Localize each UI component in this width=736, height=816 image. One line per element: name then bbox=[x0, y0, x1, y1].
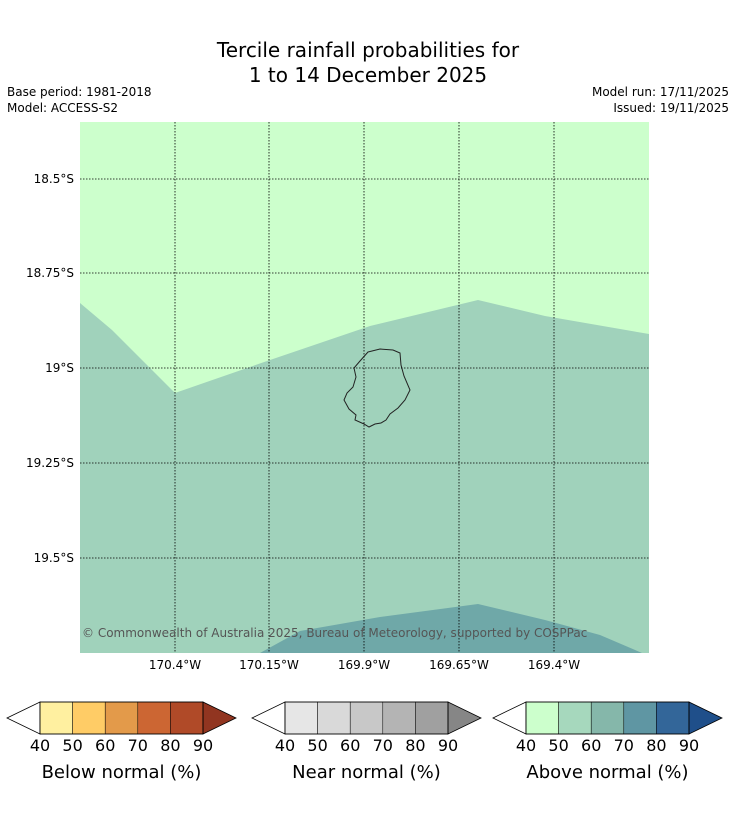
colorbar-tick-label: 70 bbox=[128, 736, 148, 755]
lon-label: 169.9°W bbox=[338, 658, 390, 672]
island-outline bbox=[343, 348, 411, 428]
colorbar-tick-label: 50 bbox=[307, 736, 327, 755]
colorbar-tick-label: 80 bbox=[405, 736, 425, 755]
lat-label: 18.5°S bbox=[34, 172, 74, 186]
colorbar-tick-label: 40 bbox=[30, 736, 50, 755]
colorbar-extend-low bbox=[492, 701, 527, 735]
colorbar-segment bbox=[382, 701, 416, 735]
lat-label: 19.5°S bbox=[34, 551, 74, 565]
colorbar-extend-high bbox=[447, 701, 482, 735]
lat-label: 19°S bbox=[45, 361, 74, 375]
model-name: Model: ACCESS-S2 bbox=[7, 101, 119, 115]
colorbar-segment bbox=[558, 701, 592, 735]
colorbar-segment bbox=[170, 701, 204, 735]
colorbar-extend-low bbox=[251, 701, 286, 735]
colorbar-tick-label: 60 bbox=[581, 736, 601, 755]
colorbar-extend-high bbox=[202, 701, 237, 735]
colorbar-segment bbox=[39, 701, 73, 735]
colorbar-tick-label: 40 bbox=[516, 736, 536, 755]
colorbar-segment bbox=[72, 701, 106, 735]
copyright-text: © Commonwealth of Australia 2025, Bureau… bbox=[82, 626, 587, 640]
colorbar-tick-label: 70 bbox=[614, 736, 634, 755]
colorbar-tick-label: 90 bbox=[193, 736, 213, 755]
colorbar-tick-label: 60 bbox=[340, 736, 360, 755]
colorbar-segment bbox=[525, 701, 559, 735]
colorbar-frame bbox=[525, 701, 690, 735]
colorbar-segment bbox=[349, 701, 384, 735]
colorbar-frame bbox=[284, 701, 449, 735]
colorbar-segment bbox=[415, 701, 449, 735]
lon-label: 169.65°W bbox=[429, 658, 489, 672]
legend-near: 40 50 60 70 80 90 Near normal (%) bbox=[251, 701, 482, 783]
map-area bbox=[80, 122, 649, 653]
colorbar-tick-label: 40 bbox=[275, 736, 295, 755]
lon-label: 170.4°W bbox=[149, 658, 201, 672]
title-line-2: 1 to 14 December 2025 bbox=[248, 63, 488, 87]
meta-left: Base period: 1981-2018 Model: ACCESS-S2 bbox=[7, 84, 152, 116]
colorbar-segment bbox=[284, 701, 318, 735]
colorbar-segment bbox=[317, 701, 351, 735]
lat-label: 19.25°S bbox=[26, 456, 74, 470]
latitude-labels: 18.5°S 18.75°S 19°S 19.25°S 19.5°S bbox=[26, 172, 74, 565]
title-line-1: Tercile rainfall probabilities for bbox=[216, 38, 520, 62]
colorbar-segment bbox=[590, 701, 625, 735]
colorbar-tick-label: 90 bbox=[679, 736, 699, 755]
colorbar-title: Below normal (%) bbox=[42, 762, 202, 783]
chart-title: Tercile rainfall probabilities for 1 to … bbox=[0, 38, 736, 88]
colorbar-extend-high bbox=[688, 701, 723, 735]
colorbar-frame bbox=[39, 701, 204, 735]
legend-above: 40 50 60 70 80 90 Above normal (%) bbox=[492, 701, 723, 783]
colorbar-tick-label: 80 bbox=[160, 736, 180, 755]
lon-label: 170.15°W bbox=[239, 658, 299, 672]
issued-date: Issued: 19/11/2025 bbox=[613, 101, 729, 115]
colorbar-extend-low bbox=[6, 701, 41, 735]
model-run: Model run: 17/11/2025 bbox=[591, 85, 729, 99]
grid-lines bbox=[80, 122, 649, 653]
colorbar-tick-label: 80 bbox=[646, 736, 666, 755]
colorbar-title: Above normal (%) bbox=[526, 762, 688, 783]
lat-label: 18.75°S bbox=[26, 266, 74, 280]
lon-label: 169.4°W bbox=[528, 658, 580, 672]
longitude-labels: 170.4°W 170.15°W 169.9°W 169.65°W 169.4°… bbox=[149, 658, 580, 672]
region-above-60-70 bbox=[260, 604, 642, 653]
colorbar-segment bbox=[656, 701, 690, 735]
colorbar-tick-label: 90 bbox=[438, 736, 458, 755]
colorbar-segment bbox=[623, 701, 657, 735]
colorbar-tick-label: 70 bbox=[373, 736, 393, 755]
legend-below: 40 50 60 70 80 90 Below normal (%) bbox=[6, 701, 237, 783]
colorbar-tick-label: 50 bbox=[548, 736, 568, 755]
colorbar-title: Near normal (%) bbox=[292, 762, 441, 783]
colorbar-segment bbox=[137, 701, 171, 735]
region-above-50-60 bbox=[80, 300, 649, 653]
colorbar-tick-label: 60 bbox=[95, 736, 115, 755]
colorbar-segment bbox=[104, 701, 139, 735]
meta-right: Model run: 17/11/2025 Issued: 19/11/2025 bbox=[592, 84, 729, 116]
base-period: Base period: 1981-2018 bbox=[7, 85, 152, 99]
colorbar-tick-label: 50 bbox=[62, 736, 82, 755]
